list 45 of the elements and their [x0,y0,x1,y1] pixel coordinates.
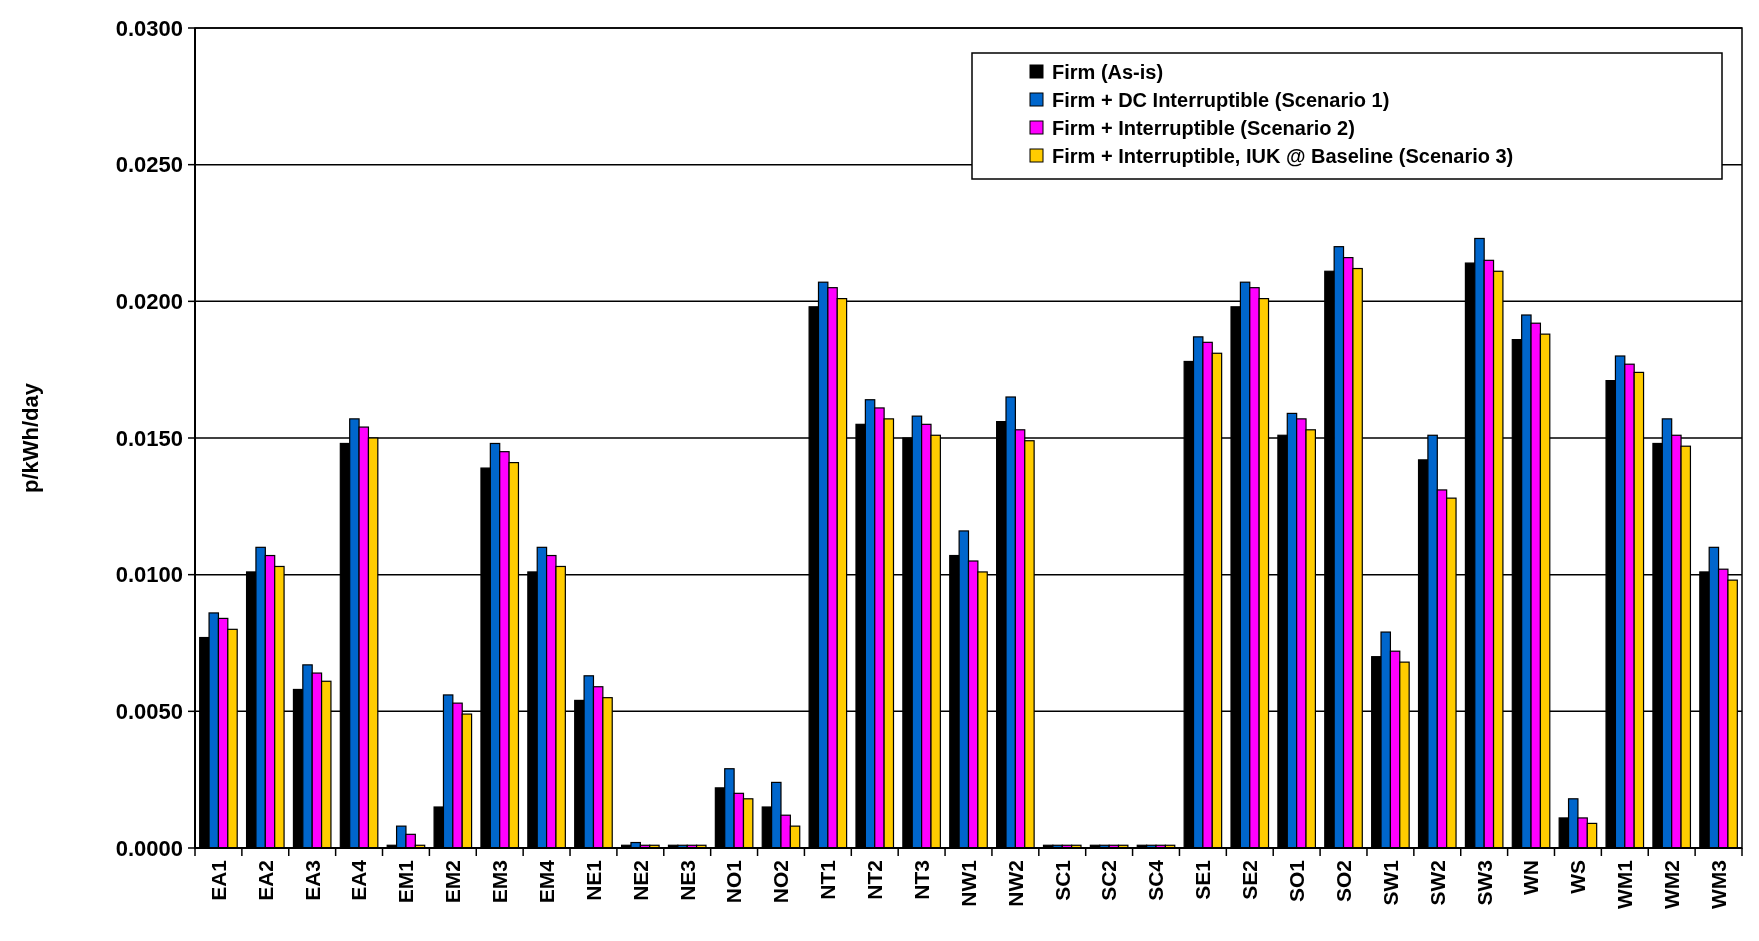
x-tick-label: SC4 [1144,859,1168,901]
y-tick-label: 0.0050 [115,699,183,725]
legend-label: Firm + DC Interruptible (Scenario 1) [1052,89,1390,111]
x-tick-label: NT1 [816,859,840,900]
x-tick-label: WM3 [1706,860,1730,909]
x-tick-label: NE3 [675,860,699,901]
x-tick-label: SE1 [1191,859,1215,900]
x-tick-label: NT3 [909,860,933,900]
x-tick-label: NO1 [722,859,746,904]
x-tick-label: WN [1519,860,1543,895]
x-tick-label: EA1 [206,859,230,901]
x-tick-label: WM2 [1660,860,1684,909]
y-tick-label: 0.0250 [115,152,183,178]
x-tick-label: SO1 [1285,859,1308,903]
x-tick-label: SW1 [1378,859,1402,906]
y-tick-label: 0.0000 [115,835,183,861]
x-tick-label: EA2 [253,860,277,901]
legend-label: Firm + Interruptible (Scenario 2) [1052,117,1355,139]
x-tick-label: SW3 [1472,860,1496,906]
x-tick-label: EA3 [300,860,324,901]
x-tick-label: NE2 [628,860,652,901]
x-tick-label: SC1 [1050,859,1074,901]
x-tick-label: NE1 [581,859,605,901]
y-tick-label: 0.0150 [115,425,183,451]
x-tick-label: NW1 [956,859,980,907]
x-tick-label: EM3 [488,860,512,904]
x-tick-label: WS [1566,860,1590,894]
x-tick-label: EM2 [441,860,465,904]
legend-label: Firm (As-is) [1052,61,1164,83]
x-tick-label: SE2 [1238,860,1262,900]
x-tick-label: EM4 [534,859,558,904]
x-tick-label: SC2 [1097,860,1121,901]
x-tick-label: NO2 [769,860,793,904]
x-tick-label: SO2 [1331,860,1355,903]
x-tick-label: SW2 [1425,860,1449,906]
x-tick-label: WM1 [1613,859,1637,909]
y-tick-label: 0.0100 [115,562,183,588]
legend-label: Firm + Interruptible, IUK @ Baseline (Scenario 3) [1052,145,1514,167]
x-tick-label: NW2 [1003,860,1027,907]
y-tick-label: 0.0200 [115,289,183,315]
x-tick-label: EM1 [394,859,418,904]
y-axis-title: p/kWh/day [18,382,43,494]
y-tick-label: 0.0300 [115,15,183,41]
x-tick-label: EA4 [347,859,371,901]
x-tick-label: NT2 [863,860,887,900]
